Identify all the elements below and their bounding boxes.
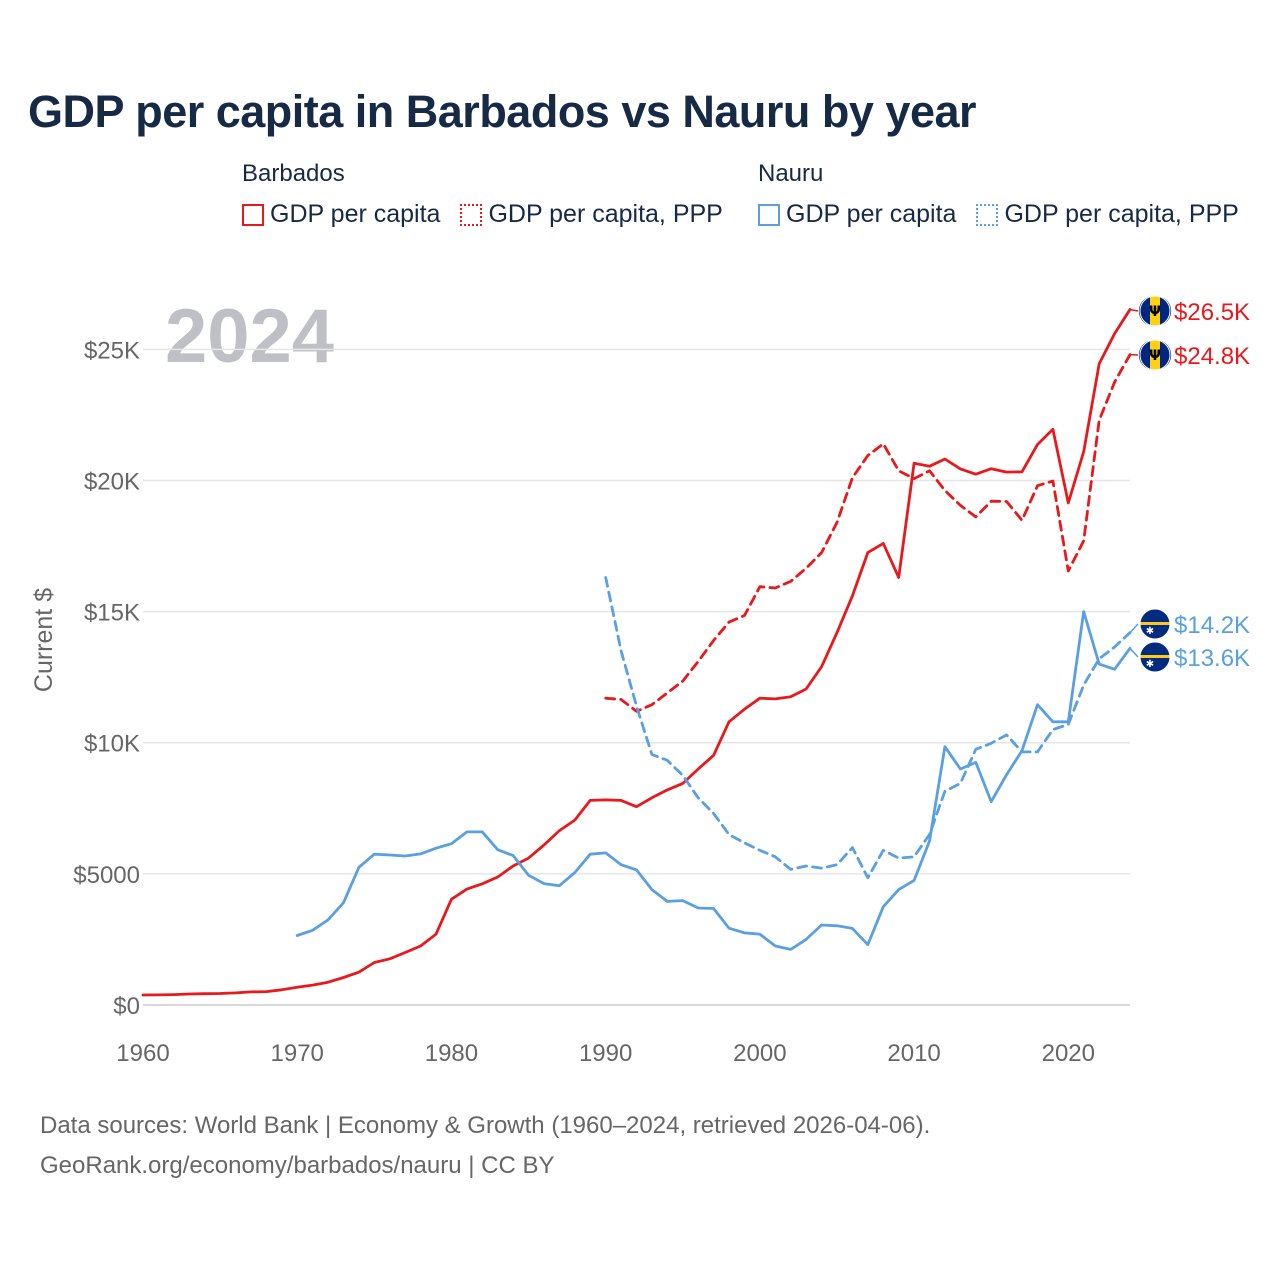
chart-title: GDP per capita in Barbados vs Nauru by y… [28,86,977,137]
legend-item-barbados-gdp[interactable]: GDP per capita [242,200,440,229]
series-layer [141,308,1132,997]
legend-group-barbados: Barbados GDP per capita GDP per capita, … [242,160,723,229]
legend-group-nauru: Nauru GDP per capita GDP per capita, PPP [758,160,1239,229]
y-tick-label: $0 [113,993,140,1020]
series-line-0[interactable] [141,308,1132,997]
legend-swatch-dotted [460,203,483,226]
legend-group-name: Barbados [242,160,345,187]
end-value-label: $26.5K [1174,299,1250,326]
x-tick-label: 2020 [1042,1040,1095,1067]
legend-swatch-solid [758,203,780,226]
nauru-flag-icon: ✱ [1139,641,1171,673]
end-value-label: $14.2K [1174,612,1250,639]
end-value-label: $13.6K [1174,645,1250,672]
legend-item-nauru-ppp[interactable]: GDP per capita, PPP [976,200,1239,229]
series-line-2[interactable] [295,610,1132,951]
y-tick-label: $5000 [73,862,140,889]
legend-label: GDP per capita, PPP [1004,200,1239,228]
barbados-flag-icon: Ψ [1138,339,1172,371]
y-tick-label: $15K [84,600,140,627]
x-tick-label: 1960 [116,1040,169,1067]
x-tick-label: 2010 [887,1040,940,1067]
legend-label: GDP per capita [270,200,441,228]
y-axis-label: Current $ [30,588,58,692]
y-tick-label: $25K [84,337,140,364]
end-labels: Ψ $26.5K Ψ $24.8K ✱ $13.6K ✱ $14.2K [1129,295,1250,673]
data-source-note: Data sources: World Bank | Economy & Gro… [40,1112,931,1139]
legend-item-nauru-gdp[interactable]: GDP per capita [758,200,956,229]
footer: Data sources: World Bank | Economy & Gro… [40,1106,930,1186]
x-tick-label: 1990 [579,1040,632,1067]
end-value-label: $24.8K [1174,343,1250,370]
svg-text:Ψ: Ψ [1149,348,1161,364]
legend-group-name: Nauru [758,160,824,187]
nauru-flag-icon: ✱ [1139,608,1171,640]
y-tick-label: $10K [84,731,140,758]
end-label-connector [1129,623,1139,634]
x-tick-label: 1980 [425,1040,478,1067]
end-label-connector [1129,647,1139,658]
y-axis: $0 $5000 $10K $15K $20K $25K [73,337,140,1020]
line-chart: 2024 $0 $5000 $10K $15K $20K $25K 1960 1970 198… [30,294,1250,1067]
x-tick-label: 1970 [271,1040,324,1067]
legend-swatch-dotted [976,203,999,226]
svg-text:✱: ✱ [1146,659,1154,670]
svg-text:Ψ: Ψ [1149,304,1161,320]
legend-swatch-solid [242,203,264,226]
series-line-3[interactable] [604,576,1132,880]
y-tick-label: $20K [84,468,140,495]
attribution-link[interactable]: GeoRank.org/economy/barbados/nauru | CC … [40,1152,555,1179]
x-axis: 1960 1970 1980 1990 2000 2010 2020 [116,1040,1095,1067]
year-watermark: 2024 [165,294,334,379]
legend-item-barbados-ppp[interactable]: GDP per capita, PPP [460,200,723,229]
svg-text:✱: ✱ [1146,626,1154,637]
legend-label: GDP per capita [786,200,957,228]
barbados-flag-icon: Ψ [1138,295,1172,327]
end-label-connector [1129,308,1139,312]
series-line-1[interactable] [604,353,1132,713]
x-tick-label: 2000 [733,1040,786,1067]
gridlines [143,348,1130,1006]
legend-label: GDP per capita, PPP [488,200,723,228]
